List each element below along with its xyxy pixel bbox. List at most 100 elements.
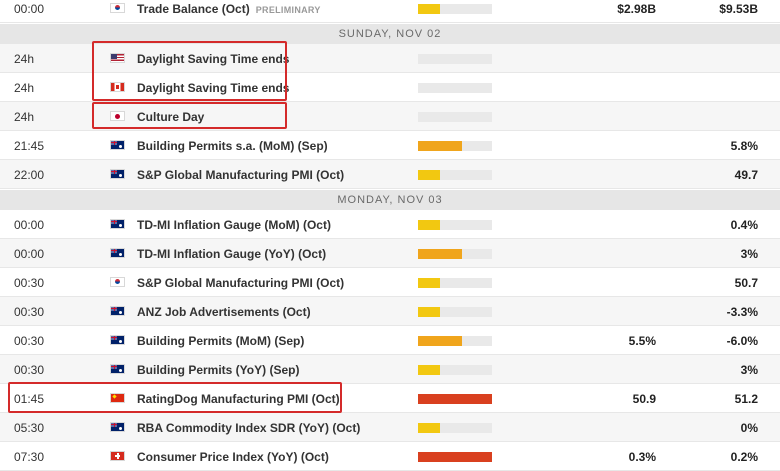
- event-name-text[interactable]: RBA Commodity Index SDR (YoY) (Oct): [137, 420, 361, 435]
- impact-bar: [418, 364, 492, 375]
- impact-bar: [418, 219, 492, 230]
- previous-value: 50.7: [734, 275, 758, 290]
- event-row[interactable]: 21:45 Building Permits s.a. (MoM) (Sep) 5.…: [0, 131, 780, 160]
- event-row[interactable]: 24h Daylight Saving Time ends: [0, 73, 780, 102]
- australia-flag-icon: [110, 334, 125, 345]
- event-name-text[interactable]: Building Permits s.a. (MoM) (Sep): [137, 138, 328, 153]
- australia-flag-icon: [110, 363, 125, 374]
- event-row[interactable]: 24h Daylight Saving Time ends: [0, 44, 780, 73]
- japan-flag-icon: [110, 110, 125, 121]
- event-name[interactable]: S&P Global Manufacturing PMI (Oct): [137, 276, 344, 290]
- event-name-text[interactable]: TD-MI Inflation Gauge (MoM) (Oct): [137, 217, 331, 232]
- impact-bar: [418, 248, 492, 259]
- impact-bar-fill: [418, 422, 441, 433]
- event-row[interactable]: 24h Culture Day: [0, 102, 780, 131]
- event-time: 00:30: [14, 333, 45, 348]
- event-name-text[interactable]: Culture Day: [137, 109, 205, 124]
- previous-value: 51.2: [734, 391, 758, 406]
- previous-value: 0%: [740, 420, 758, 435]
- previous-value: 49.7: [734, 167, 758, 182]
- event-name[interactable]: ANZ Job Advertisements (Oct): [137, 305, 311, 319]
- south-korea-flag-icon: [110, 2, 125, 13]
- event-name[interactable]: TD-MI Inflation Gauge (MoM) (Oct): [137, 218, 331, 232]
- event-name[interactable]: Building Permits (YoY) (Sep): [137, 363, 299, 377]
- event-row[interactable]: 00:30 S&P Global Manufacturing PMI (Oct) 5…: [0, 268, 780, 297]
- event-time: 21:45: [14, 138, 45, 153]
- australia-flag-icon: [110, 305, 125, 316]
- event-name-text[interactable]: Daylight Saving Time ends: [137, 51, 290, 66]
- preliminary-tag: PRELIMINARY: [255, 4, 321, 15]
- event-name[interactable]: Daylight Saving Time ends: [137, 52, 289, 66]
- event-name-text[interactable]: Daylight Saving Time ends: [137, 80, 290, 95]
- impact-bar: [418, 140, 492, 151]
- consensus-value: 50.9: [632, 391, 656, 406]
- impact-bar-fill: [418, 335, 463, 346]
- event-time: 24h: [14, 80, 35, 95]
- event-name-text[interactable]: S&P Global Manufacturing PMI (Oct): [137, 167, 345, 182]
- event-row[interactable]: 07:30 Consumer Price Index (YoY) (Oct) 0.3…: [0, 442, 780, 471]
- impact-bar: [418, 335, 492, 346]
- event-time: 01:45: [14, 391, 45, 406]
- event-time: 07:30: [14, 449, 45, 464]
- event-name[interactable]: Consumer Price Index (YoY) (Oct): [137, 450, 329, 464]
- event-name[interactable]: RBA Commodity Index SDR (YoY) (Oct): [137, 421, 360, 435]
- previous-value: $9.53B: [719, 1, 758, 16]
- previous-value: -6.0%: [726, 333, 758, 348]
- event-name-text[interactable]: Building Permits (MoM) (Sep): [137, 333, 305, 348]
- impact-bar: [418, 111, 492, 122]
- event-time: 24h: [14, 51, 35, 66]
- china-flag-icon: [110, 392, 125, 403]
- consensus-value: $2.98B: [617, 1, 656, 16]
- impact-bar-fill: [418, 169, 441, 180]
- australia-flag-icon: [110, 139, 125, 150]
- event-name-text[interactable]: Building Permits (YoY) (Sep): [137, 362, 300, 377]
- event-row[interactable]: 00:00 TD-MI Inflation Gauge (MoM) (Oct) 0.…: [0, 210, 780, 239]
- event-name[interactable]: TD-MI Inflation Gauge (YoY) (Oct): [137, 247, 326, 261]
- impact-bar-fill: [418, 140, 463, 151]
- event-time: 22:00: [14, 167, 45, 182]
- event-name-text[interactable]: TD-MI Inflation Gauge (YoY) (Oct): [137, 246, 327, 261]
- event-name-text[interactable]: Trade Balance (Oct): [137, 1, 250, 16]
- impact-bar-fill: [418, 277, 441, 288]
- impact-bar: [418, 306, 492, 317]
- event-row[interactable]: 00:00 Trade Balance (Oct) PRELIMINARY $2.98…: [0, 0, 780, 23]
- event-name[interactable]: Building Permits (MoM) (Sep): [137, 334, 304, 348]
- impact-bar-fill: [418, 219, 441, 230]
- event-name-text[interactable]: ANZ Job Advertisements (Oct): [137, 304, 311, 319]
- consensus-value: 0.3%: [628, 449, 656, 464]
- canada-flag-icon: [110, 81, 125, 92]
- event-row[interactable]: 00:30 Building Permits (MoM) (Sep) 5.5% -6.…: [0, 326, 780, 355]
- impact-bar: [418, 53, 492, 64]
- event-time: 05:30: [14, 420, 45, 435]
- previous-value: 3%: [740, 362, 758, 377]
- event-time: 24h: [14, 109, 35, 124]
- impact-bar: [418, 169, 492, 180]
- australia-flag-icon: [110, 247, 125, 258]
- event-time: 00:00: [14, 217, 45, 232]
- event-name-text[interactable]: RatingDog Manufacturing PMI (Oct): [137, 391, 340, 406]
- event-name[interactable]: Building Permits s.a. (MoM) (Sep): [137, 139, 328, 153]
- event-name[interactable]: Trade Balance (Oct) PRELIMINARY: [137, 2, 321, 16]
- event-name[interactable]: RatingDog Manufacturing PMI (Oct): [137, 392, 340, 406]
- event-name-text[interactable]: Consumer Price Index (YoY) (Oct): [137, 449, 329, 464]
- event-row[interactable]: 22:00 S&P Global Manufacturing PMI (Oct) 4…: [0, 160, 780, 189]
- event-name[interactable]: S&P Global Manufacturing PMI (Oct): [137, 168, 344, 182]
- event-name[interactable]: Culture Day: [137, 110, 204, 124]
- impact-bar-fill: [418, 3, 441, 14]
- event-time: 00:30: [14, 362, 45, 377]
- event-time: 00:30: [14, 275, 45, 290]
- event-name-text[interactable]: S&P Global Manufacturing PMI (Oct): [137, 275, 345, 290]
- event-time: 00:30: [14, 304, 45, 319]
- impact-bar: [418, 422, 492, 433]
- impact-bar: [418, 82, 492, 93]
- event-row[interactable]: 00:30 ANZ Job Advertisements (Oct) -3.3%: [0, 297, 780, 326]
- event-row[interactable]: 00:00 TD-MI Inflation Gauge (YoY) (Oct) 3%: [0, 239, 780, 268]
- previous-value: 5.8%: [730, 138, 758, 153]
- day-header: SUNDAY, NOV 02: [0, 24, 780, 44]
- event-row[interactable]: 01:45 RatingDog Manufacturing PMI (Oct) 50…: [0, 384, 780, 413]
- switzerland-flag-icon: [110, 450, 125, 461]
- event-row[interactable]: 00:30 Building Permits (YoY) (Sep) 3%: [0, 355, 780, 384]
- event-name[interactable]: Daylight Saving Time ends: [137, 81, 289, 95]
- event-row[interactable]: 05:30 RBA Commodity Index SDR (YoY) (Oct)…: [0, 413, 780, 442]
